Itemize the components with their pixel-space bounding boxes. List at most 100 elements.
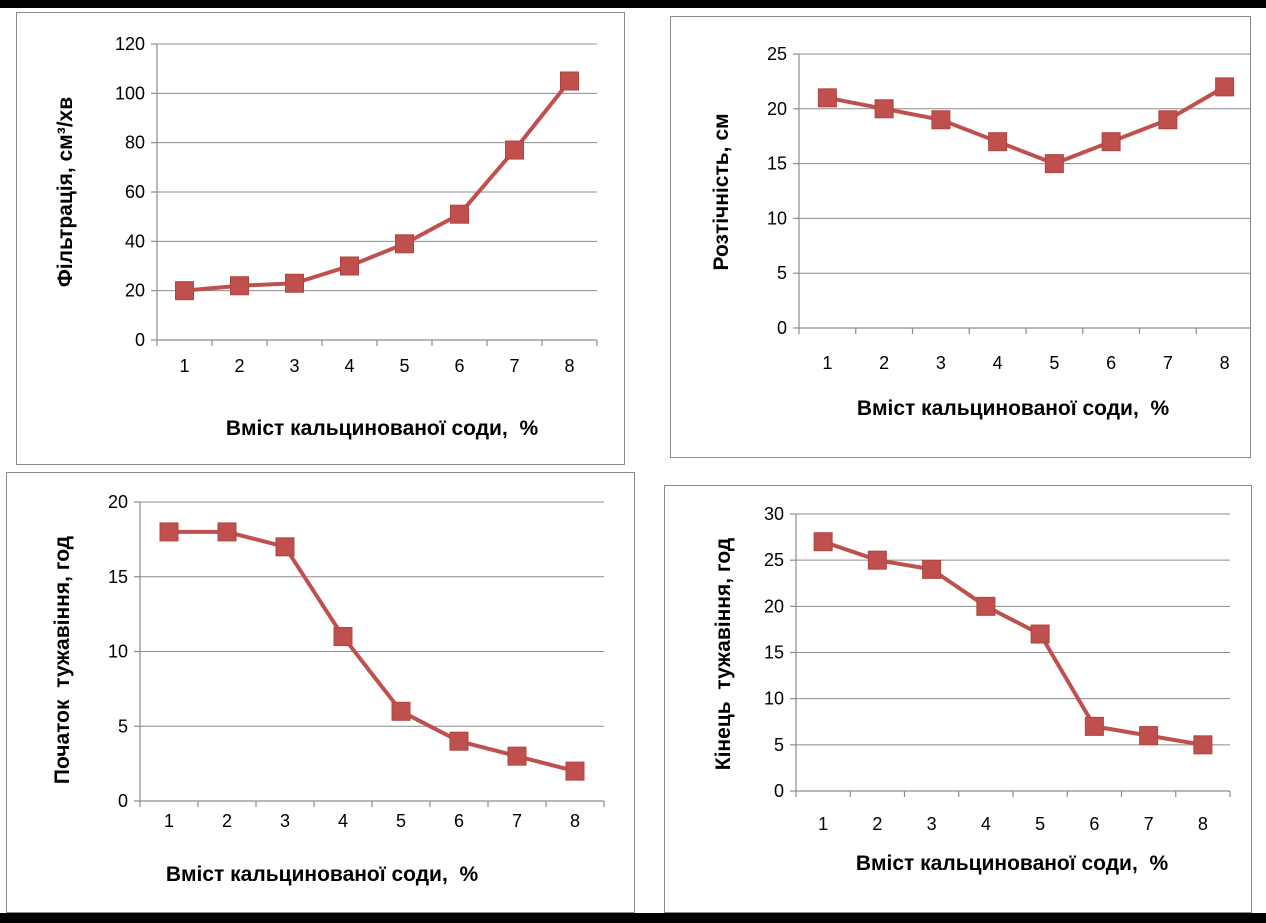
y-tick-label: 40 (125, 231, 145, 251)
bottom-border-bar (0, 913, 1266, 923)
x-tick-label: 2 (222, 811, 232, 831)
chart-svg: 0 5 10 15 20 25 30 1 2 3 4 5 6 7 8 Вміст кальцинованої … (712, 504, 1231, 875)
data-point-marker (505, 140, 524, 160)
data-point-marker (340, 256, 359, 276)
data-point-marker (976, 596, 996, 616)
data-point-marker (922, 559, 942, 579)
y-tick-label: 25 (767, 44, 787, 64)
chart-svg: 0 20 40 60 80 100 120 1 2 3 4 5 6 7 8 Вміст кальцинован… (54, 34, 598, 440)
x-tick-label: 8 (564, 356, 574, 376)
y-tick-label: 5 (118, 716, 128, 736)
y-axis-title: Початок тужавіння, год (51, 536, 74, 784)
data-point-marker (565, 761, 585, 781)
data-point-marker (230, 276, 249, 296)
chart-panel-spreadability: 0 5 10 15 20 25 1 2 3 4 5 6 7 8 Вміст кальцинованої со… (670, 16, 1251, 458)
x-axis-title: Вміст кальцинованої соди, % (856, 852, 1169, 875)
data-point-marker (285, 273, 304, 293)
data-point-marker (813, 532, 833, 552)
data-point-marker (275, 537, 295, 557)
data-point-marker (1158, 110, 1178, 130)
data-point-marker (1193, 735, 1213, 755)
data-point-marker (507, 746, 527, 766)
data-point-marker (1101, 132, 1121, 152)
x-tick-label: 2 (872, 814, 882, 834)
x-tick-label: 7 (1144, 814, 1154, 834)
data-point-marker (395, 234, 414, 254)
y-tick-label: 30 (764, 504, 784, 524)
series-line (822, 539, 1204, 747)
y-tick-label: 80 (125, 133, 145, 153)
y-tick-label: 15 (767, 154, 787, 174)
y-tick-label: 20 (108, 492, 128, 512)
x-tick-label: 3 (936, 353, 946, 373)
x-tick-label: 1 (179, 356, 189, 376)
data-point-marker (1215, 77, 1235, 97)
x-tick-label: 4 (981, 814, 991, 834)
y-tick-label: 60 (125, 182, 145, 202)
x-tick-label: 5 (399, 356, 409, 376)
data-point-marker (817, 88, 837, 108)
y-axis-title: Кінець тужавіння, год (712, 538, 735, 770)
data-point-marker (1139, 726, 1159, 746)
y-tick-label: 10 (764, 689, 784, 709)
x-tick-label: 1 (164, 811, 174, 831)
data-point-marker (449, 731, 469, 751)
x-tick-label: 5 (1049, 353, 1059, 373)
data-point-marker (874, 99, 894, 119)
data-point-marker (1030, 624, 1050, 644)
chart-panel-setting-start: 0 5 10 15 20 1 2 3 4 5 6 7 8 Вміст кальцинованої соди… (6, 472, 635, 913)
y-tick-label: 5 (777, 263, 787, 283)
x-tick-label: 4 (993, 353, 1003, 373)
x-tick-label: 6 (1089, 814, 1099, 834)
data-point-marker (560, 71, 579, 91)
y-axis-title: Розтічність, см (710, 113, 733, 270)
x-tick-label: 6 (454, 811, 464, 831)
data-point-marker (1084, 716, 1104, 736)
x-tick-label: 6 (454, 356, 464, 376)
chart-panel-filtration: 0 20 40 60 80 100 120 1 2 3 4 5 6 7 8 Вміст кальцинован… (16, 12, 625, 465)
x-tick-label: 6 (1106, 353, 1116, 373)
data-point-marker (333, 627, 353, 647)
x-tick-label: 7 (512, 811, 522, 831)
y-tick-label: 0 (777, 318, 787, 338)
x-tick-label: 5 (396, 811, 406, 831)
y-tick-label: 20 (767, 99, 787, 119)
y-tick-label: 120 (115, 34, 145, 54)
x-tick-label: 8 (1198, 814, 1208, 834)
data-point-marker (867, 550, 887, 570)
data-point-marker (988, 132, 1008, 152)
x-tick-label: 8 (570, 811, 580, 831)
x-tick-label: 3 (280, 811, 290, 831)
data-point-marker (175, 281, 194, 301)
y-tick-label: 5 (774, 735, 784, 755)
y-tick-label: 0 (774, 781, 784, 801)
y-tick-label: 20 (764, 596, 784, 616)
x-tick-label: 5 (1035, 814, 1045, 834)
y-tick-label: 15 (764, 643, 784, 663)
chart-svg: 0 5 10 15 20 1 2 3 4 5 6 7 8 Вміст кальцинованої соди… (51, 492, 605, 886)
chart-panel-setting-end: 0 5 10 15 20 25 30 1 2 3 4 5 6 7 8 Вміст кальцинованої … (664, 485, 1252, 913)
data-point-marker (1044, 154, 1064, 174)
y-tick-label: 0 (118, 791, 128, 811)
x-tick-label: 7 (509, 356, 519, 376)
y-tick-label: 0 (135, 330, 145, 350)
top-border-bar (0, 0, 1266, 8)
data-point-marker (159, 522, 179, 542)
x-tick-label: 2 (879, 353, 889, 373)
x-axis-title: Вміст кальцинованої соди, % (857, 397, 1170, 420)
chart-svg: 0 5 10 15 20 25 1 2 3 4 5 6 7 8 Вміст кальцинованої со… (710, 44, 1250, 420)
y-tick-label: 100 (115, 83, 145, 103)
series-line (184, 79, 572, 293)
data-point-marker (931, 110, 951, 130)
y-tick-label: 20 (125, 281, 145, 301)
data-point-marker (217, 522, 237, 542)
x-axis-title: Вміст кальцинованої соди, % (166, 863, 479, 886)
x-tick-label: 4 (338, 811, 348, 831)
x-tick-label: 1 (822, 353, 832, 373)
x-tick-label: 1 (818, 814, 828, 834)
x-axis-title: Вміст кальцинованої соди, % (226, 417, 539, 440)
x-tick-label: 7 (1163, 353, 1173, 373)
y-tick-label: 10 (108, 642, 128, 662)
series-line (169, 529, 576, 774)
x-tick-label: 4 (344, 356, 354, 376)
